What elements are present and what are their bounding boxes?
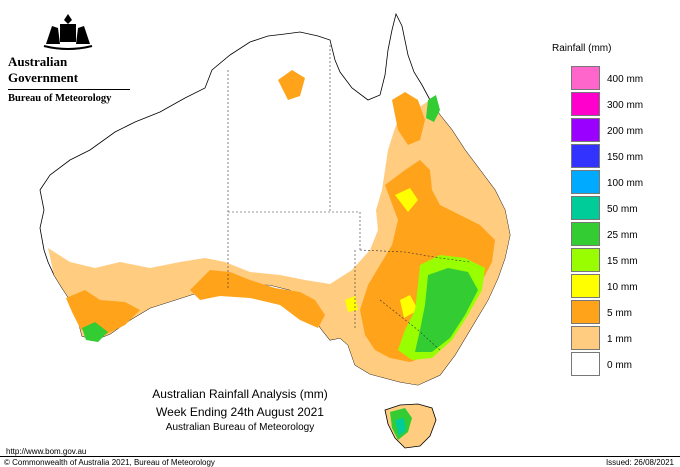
map-caption: Australian Rainfall Analysis (mm) Week E…	[140, 387, 340, 433]
coat-of-arms-icon	[43, 14, 93, 50]
caption-period: Week Ending 24th August 2021	[156, 405, 324, 419]
rainfall-legend: 400 mm 300 mm 200 mm 150 mm 100 mm 50 mm 25 mm…	[571, 66, 643, 378]
legend-swatch: 1 mm	[571, 326, 632, 350]
government-name: Australian Government	[8, 54, 79, 85]
rain-50mm-region-tas	[395, 418, 406, 436]
rain-5mm-region-south	[190, 270, 325, 328]
legend-label: 100 mm	[607, 178, 644, 189]
legend-label: 5 mm	[607, 308, 632, 319]
rain-5mm-region-qld	[392, 92, 425, 145]
legend-label: 0 mm	[607, 360, 632, 371]
legend-swatch: 50 mm	[571, 196, 638, 220]
legend-title: Rainfall (mm)	[552, 43, 612, 54]
legend-swatch: 200 mm	[571, 118, 643, 142]
rain-5mm-region-north	[278, 70, 305, 100]
legend-label: 50 mm	[607, 204, 638, 215]
footer-divider	[0, 456, 680, 457]
caption-title: Australian Rainfall Analysis (mm)	[152, 387, 328, 401]
legend-swatch: 10 mm	[571, 274, 638, 298]
legend-swatch: 25 mm	[571, 222, 638, 246]
copyright-text: © Commonwealth of Australia 2021, Bureau…	[4, 458, 215, 467]
legend-label: 15 mm	[607, 256, 638, 267]
legend-label: 10 mm	[607, 282, 638, 293]
legend-swatch: 400 mm	[571, 66, 643, 90]
rain-25mm-region-qld	[426, 95, 440, 122]
government-logo: Australian Government Bureau of Meteorol…	[8, 10, 136, 104]
legend-swatch: 5 mm	[571, 300, 632, 324]
logo-divider	[8, 89, 130, 90]
legend-label: 300 mm	[607, 100, 644, 111]
rain-25mm-region-sw	[82, 322, 108, 342]
rain-25mm-region	[415, 268, 478, 352]
issued-date: Issued: 26/08/2021	[605, 458, 674, 467]
legend-label: 400 mm	[607, 74, 644, 85]
legend-swatch: 15 mm	[571, 248, 638, 272]
legend-label: 150 mm	[607, 152, 644, 163]
state-borders	[227, 45, 471, 351]
rain-10mm-region	[345, 188, 418, 318]
legend-swatch: 0 mm	[571, 352, 632, 376]
website-link[interactable]: http://www.bom.gov.au	[6, 447, 87, 456]
legend-label: 25 mm	[607, 230, 638, 241]
legend-label: 200 mm	[607, 126, 644, 137]
bureau-name: Bureau of Meteorology	[8, 93, 112, 104]
rain-5mm-region-sw	[66, 290, 140, 338]
legend-swatch: 150 mm	[571, 144, 643, 168]
legend-swatch: 100 mm	[571, 170, 643, 194]
caption-source: Australian Bureau of Meteorology	[165, 422, 315, 433]
legend-swatch: 300 mm	[571, 92, 643, 116]
legend-label: 1 mm	[607, 334, 632, 345]
